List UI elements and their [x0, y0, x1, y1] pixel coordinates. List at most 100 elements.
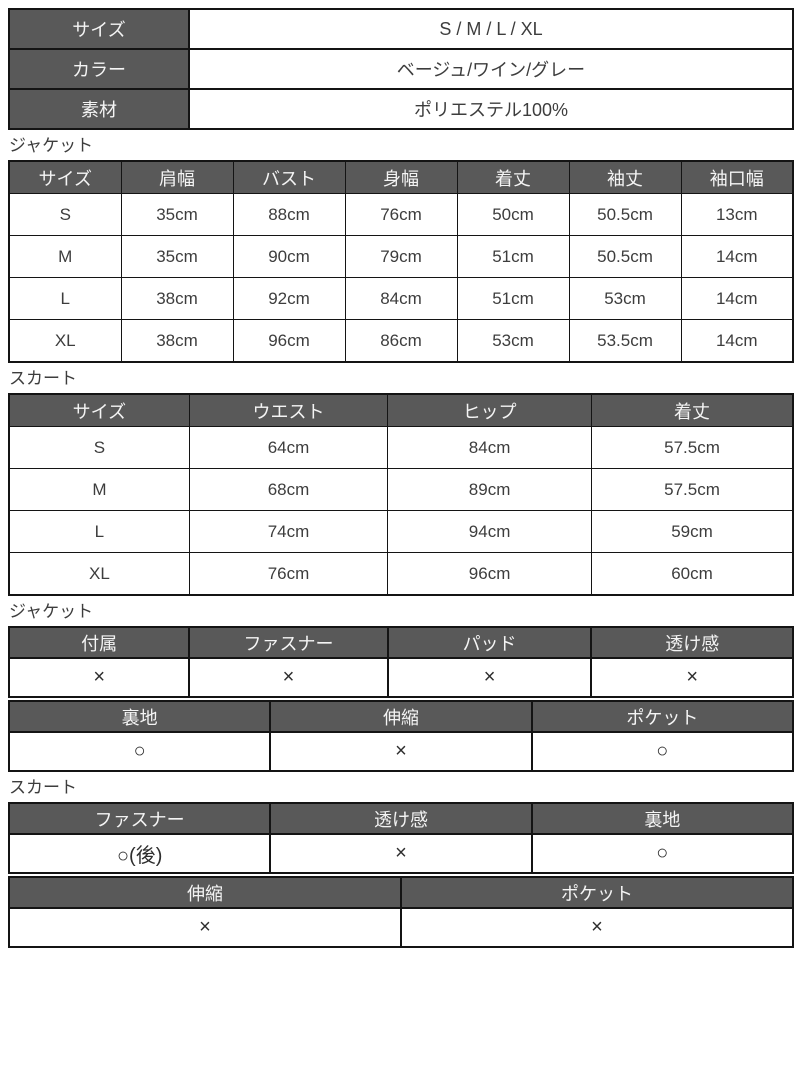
table-header-row: サイズ ウエスト ヒップ 着丈: [8, 393, 794, 427]
column-header: サイズ: [8, 393, 190, 427]
measure-cell: 38cm: [120, 277, 234, 320]
column-header: ヒップ: [387, 393, 592, 427]
measure-cell: 68cm: [188, 468, 389, 511]
feature-mark-cell: ×: [8, 907, 402, 948]
table-header-row: サイズ 肩幅 バスト 身幅 着丈 袖丈 袖口幅: [8, 160, 794, 194]
measure-cell: 89cm: [387, 468, 592, 511]
column-header: ポケット: [530, 700, 795, 733]
table-row: × × × ×: [7, 657, 794, 698]
column-header: ウエスト: [188, 393, 389, 427]
column-header: ファスナー: [188, 626, 389, 659]
size-cell: XL: [8, 552, 190, 596]
measure-cell: 96cm: [387, 552, 592, 596]
feature-mark-cell: ○: [7, 731, 272, 772]
measure-cell: 94cm: [387, 510, 592, 553]
measure-cell: 96cm: [232, 319, 346, 363]
measure-cell: 35cm: [120, 193, 234, 236]
measure-cell: 38cm: [120, 319, 234, 363]
measure-cell: 90cm: [232, 235, 346, 278]
info-value-color: ベージュ/ワイン/グレー: [188, 48, 794, 90]
info-value-material: ポリエステル100%: [188, 88, 794, 130]
measure-cell: 60cm: [590, 552, 794, 596]
measure-cell: 74cm: [188, 510, 389, 553]
measure-cell: 51cm: [456, 277, 570, 320]
column-header: 透け感: [590, 626, 794, 659]
column-header: 肩幅: [120, 160, 234, 194]
size-cell: XL: [8, 319, 122, 363]
feature-mark-cell: ×: [386, 657, 593, 698]
measure-cell: 86cm: [344, 319, 458, 363]
table-row: L 74cm 94cm 59cm: [8, 510, 794, 553]
table-row: S 35cm 88cm 76cm 50cm 50.5cm 13cm: [8, 193, 794, 236]
measure-cell: 84cm: [387, 426, 592, 469]
column-header: バスト: [232, 160, 346, 194]
measure-cell: 13cm: [680, 193, 794, 236]
section-label-skirt-features: スカート: [9, 778, 77, 797]
table-row: XL 76cm 96cm 60cm: [8, 552, 794, 596]
column-header: 身幅: [344, 160, 458, 194]
skirt-size-table: サイズ ウエスト ヒップ 着丈 S 64cm 84cm 57.5cm M 68c…: [8, 393, 794, 596]
table-row: × ×: [8, 907, 794, 948]
measure-cell: 14cm: [680, 235, 794, 278]
measure-cell: 79cm: [344, 235, 458, 278]
table-header-row: ファスナー 透け感 裏地: [7, 802, 795, 835]
column-header: ファスナー: [7, 802, 272, 835]
column-header: 裏地: [530, 802, 795, 835]
feature-mark-cell: ×: [269, 731, 533, 772]
column-header: 透け感: [269, 802, 533, 835]
feature-mark-cell: ×: [590, 657, 794, 698]
column-header: 裏地: [7, 700, 272, 733]
product-info-table: サイズ S / M / L / XL カラー ベージュ/ワイン/グレー 素材 ポ…: [8, 8, 794, 130]
measure-cell: 64cm: [188, 426, 389, 469]
measure-cell: 76cm: [344, 193, 458, 236]
table-row: カラー ベージュ/ワイン/グレー: [8, 48, 794, 90]
feature-mark-cell: ×: [188, 657, 389, 698]
measure-cell: 50.5cm: [568, 193, 682, 236]
measure-cell: 51cm: [456, 235, 570, 278]
table-row: S 64cm 84cm 57.5cm: [8, 426, 794, 469]
size-cell: S: [8, 193, 122, 236]
measure-cell: 76cm: [188, 552, 389, 596]
table-row: M 68cm 89cm 57.5cm: [8, 468, 794, 511]
table-row: XL 38cm 96cm 86cm 53cm 53.5cm 14cm: [8, 319, 794, 363]
column-header: 伸縮: [8, 876, 402, 909]
feature-mark-cell: ○: [530, 833, 795, 874]
feature-mark-cell: ○: [530, 731, 795, 772]
column-header: 付属: [7, 626, 191, 659]
size-chart-page: サイズ S / M / L / XL カラー ベージュ/ワイン/グレー 素材 ポ…: [7, 8, 795, 948]
size-cell: M: [8, 235, 122, 278]
section-label-jacket-features: ジャケット: [9, 602, 94, 621]
column-header: 着丈: [456, 160, 570, 194]
skirt-features-table-1: ファスナー 透け感 裏地 ○(後) × ○: [7, 802, 795, 874]
feature-mark-cell: ×: [269, 833, 533, 874]
measure-cell: 84cm: [344, 277, 458, 320]
jacket-features-table-1: 付属 ファスナー パッド 透け感 × × × ×: [7, 626, 794, 698]
size-cell: M: [8, 468, 190, 511]
feature-mark-cell: ×: [7, 657, 191, 698]
measure-cell: 53cm: [456, 319, 570, 363]
feature-mark-cell: ×: [400, 907, 794, 948]
section-label-skirt-size: スカート: [9, 369, 77, 388]
measure-cell: 50.5cm: [568, 235, 682, 278]
table-row: 素材 ポリエステル100%: [8, 88, 794, 130]
measure-cell: 14cm: [680, 277, 794, 320]
table-row: L 38cm 92cm 84cm 51cm 53cm 14cm: [8, 277, 794, 320]
info-value-size: S / M / L / XL: [188, 8, 794, 50]
info-label-material: 素材: [8, 88, 190, 130]
skirt-features-table-2: 伸縮 ポケット × ×: [8, 876, 794, 948]
column-header: 袖丈: [568, 160, 682, 194]
section-label-jacket-size: ジャケット: [9, 136, 94, 155]
column-header: ポケット: [400, 876, 794, 909]
table-row: ○ × ○: [7, 731, 795, 772]
column-header: 伸縮: [269, 700, 533, 733]
size-cell: S: [8, 426, 190, 469]
jacket-size-table: サイズ 肩幅 バスト 身幅 着丈 袖丈 袖口幅 S 35cm 88cm 76cm…: [8, 160, 794, 363]
feature-mark-cell: ○(後): [7, 833, 272, 874]
table-row: M 35cm 90cm 79cm 51cm 50.5cm 14cm: [8, 235, 794, 278]
table-row: サイズ S / M / L / XL: [8, 8, 794, 50]
size-cell: L: [8, 510, 190, 553]
measure-cell: 53.5cm: [568, 319, 682, 363]
column-header: 着丈: [590, 393, 794, 427]
size-cell: L: [8, 277, 122, 320]
table-header-row: 裏地 伸縮 ポケット: [7, 700, 795, 733]
